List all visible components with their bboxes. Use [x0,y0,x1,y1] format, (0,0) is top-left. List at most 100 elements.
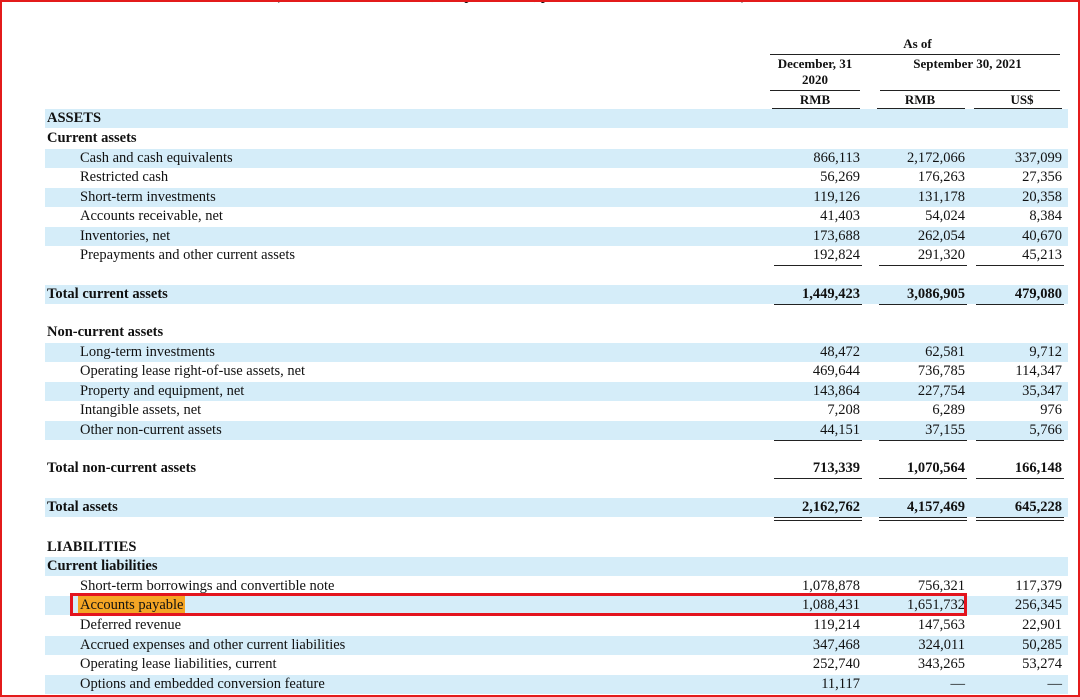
cell-value: 343,265 [917,655,965,672]
cell-value: 119,126 [813,188,860,205]
header-note: (All amounts in thousands, except for sh… [275,0,746,6]
cell-value: 192,824 [812,246,860,263]
rule [774,520,862,521]
rule [879,440,967,441]
cell-value: 27,356 [1022,168,1062,185]
cell-value: 41,403 [820,207,860,224]
cell-value: 147,563 [917,616,965,633]
cell-value: 11,117 [821,675,860,692]
cell-value: 976 [1040,401,1062,418]
rule [976,517,1064,518]
cell-value: 2,172,066 [907,149,965,166]
cell-value: 1,070,564 [907,459,965,476]
cell-value: 40,670 [1022,227,1062,244]
row-label: Deferred revenue [80,616,182,633]
row-label: Operating lease liabilities, current [80,655,277,672]
cell-value: 119,214 [813,616,860,633]
cell-value: 45,213 [1022,246,1062,263]
currency: US$ [1010,92,1034,107]
rule [880,90,1060,91]
cell-value: 176,263 [917,168,965,185]
cell-value: 1,088,431 [802,596,860,613]
row-band [45,187,1068,207]
cell-value: 256,345 [1014,596,1062,613]
cell-value: 53,274 [1022,655,1062,672]
rule [976,304,1064,305]
cell-value: 756,321 [917,577,965,594]
cell-value: 8,384 [1029,207,1062,224]
row-band [45,420,1068,440]
rule [976,520,1064,521]
cell-value: 62,581 [925,343,965,360]
rule [879,520,967,521]
row-label: LIABILITIES [47,538,137,555]
row-label: Long-term investments [80,343,215,360]
col23-date: September 30, 2021 [913,56,1022,71]
cell-value: 3,086,905 [907,285,965,302]
row-band [45,226,1068,246]
cell-value: 143,864 [812,382,860,399]
row-label: Options and embedded conversion feature [80,675,325,692]
row-band [45,381,1068,401]
row-label: Restricted cash [80,168,169,185]
cell-value: 347,468 [812,636,860,653]
row-band [45,635,1068,655]
cell-value: 291,320 [917,246,965,263]
cell-value: 56,269 [820,168,860,185]
row-label: Short-term investments [80,188,216,205]
cell-value: 48,472 [820,343,860,360]
row-label: Accounts payable [78,595,186,615]
highlight-box [70,593,967,616]
cell-value: 469,644 [812,362,860,379]
currency: RMB [799,92,831,107]
cell-value: — [950,675,966,692]
rule [976,478,1064,479]
row-label: Current assets [47,129,137,146]
row-band [45,284,1068,304]
row-label: Non-current assets [47,323,164,340]
cell-value: 117,379 [1015,577,1062,594]
rule [774,265,862,266]
cell-value: 54,024 [925,207,965,224]
row-label: Inventories, net [80,227,171,244]
rule [774,440,862,441]
cell-value: 866,113 [813,149,860,166]
col1-date: December, 31 2020 [777,56,853,87]
as-of: As of [903,36,932,51]
row-band [45,674,1068,694]
cell-value: 262,054 [917,227,965,244]
row-label: Total non-current assets [47,459,197,476]
row-label: Other non-current assets [80,421,222,438]
cell-value: 44,151 [820,421,860,438]
rule [774,304,862,305]
rule [976,440,1064,441]
row-band [45,342,1068,362]
cell-value: 5,766 [1029,421,1062,438]
row-band [45,595,1068,615]
rule [774,478,862,479]
cell-value: 37,155 [925,421,965,438]
cell-value: 7,208 [827,401,860,418]
row-label: Total assets [47,498,118,515]
rule [976,265,1064,266]
cell-value: 22,901 [1022,616,1062,633]
rule [770,54,1060,55]
cell-value: 227,754 [917,382,965,399]
row-band [45,108,1068,128]
cell-value: 2,162,762 [802,498,860,515]
cell-value: 252,740 [812,655,860,672]
cell-value: 173,688 [812,227,860,244]
cell-value: 131,178 [917,188,965,205]
rule [879,265,967,266]
cell-value: 166,148 [1014,459,1062,476]
cell-value: 50,285 [1022,636,1062,653]
row-band [45,148,1068,168]
cell-value: 1,449,423 [802,285,860,302]
cell-value: 1,651,732 [907,596,965,613]
rule [879,478,967,479]
rule [879,304,967,305]
row-label: Operating lease right-of-use assets, net [80,362,306,379]
cell-value: — [1047,675,1063,692]
rule [770,90,860,91]
row-label: Total current assets [47,285,168,302]
